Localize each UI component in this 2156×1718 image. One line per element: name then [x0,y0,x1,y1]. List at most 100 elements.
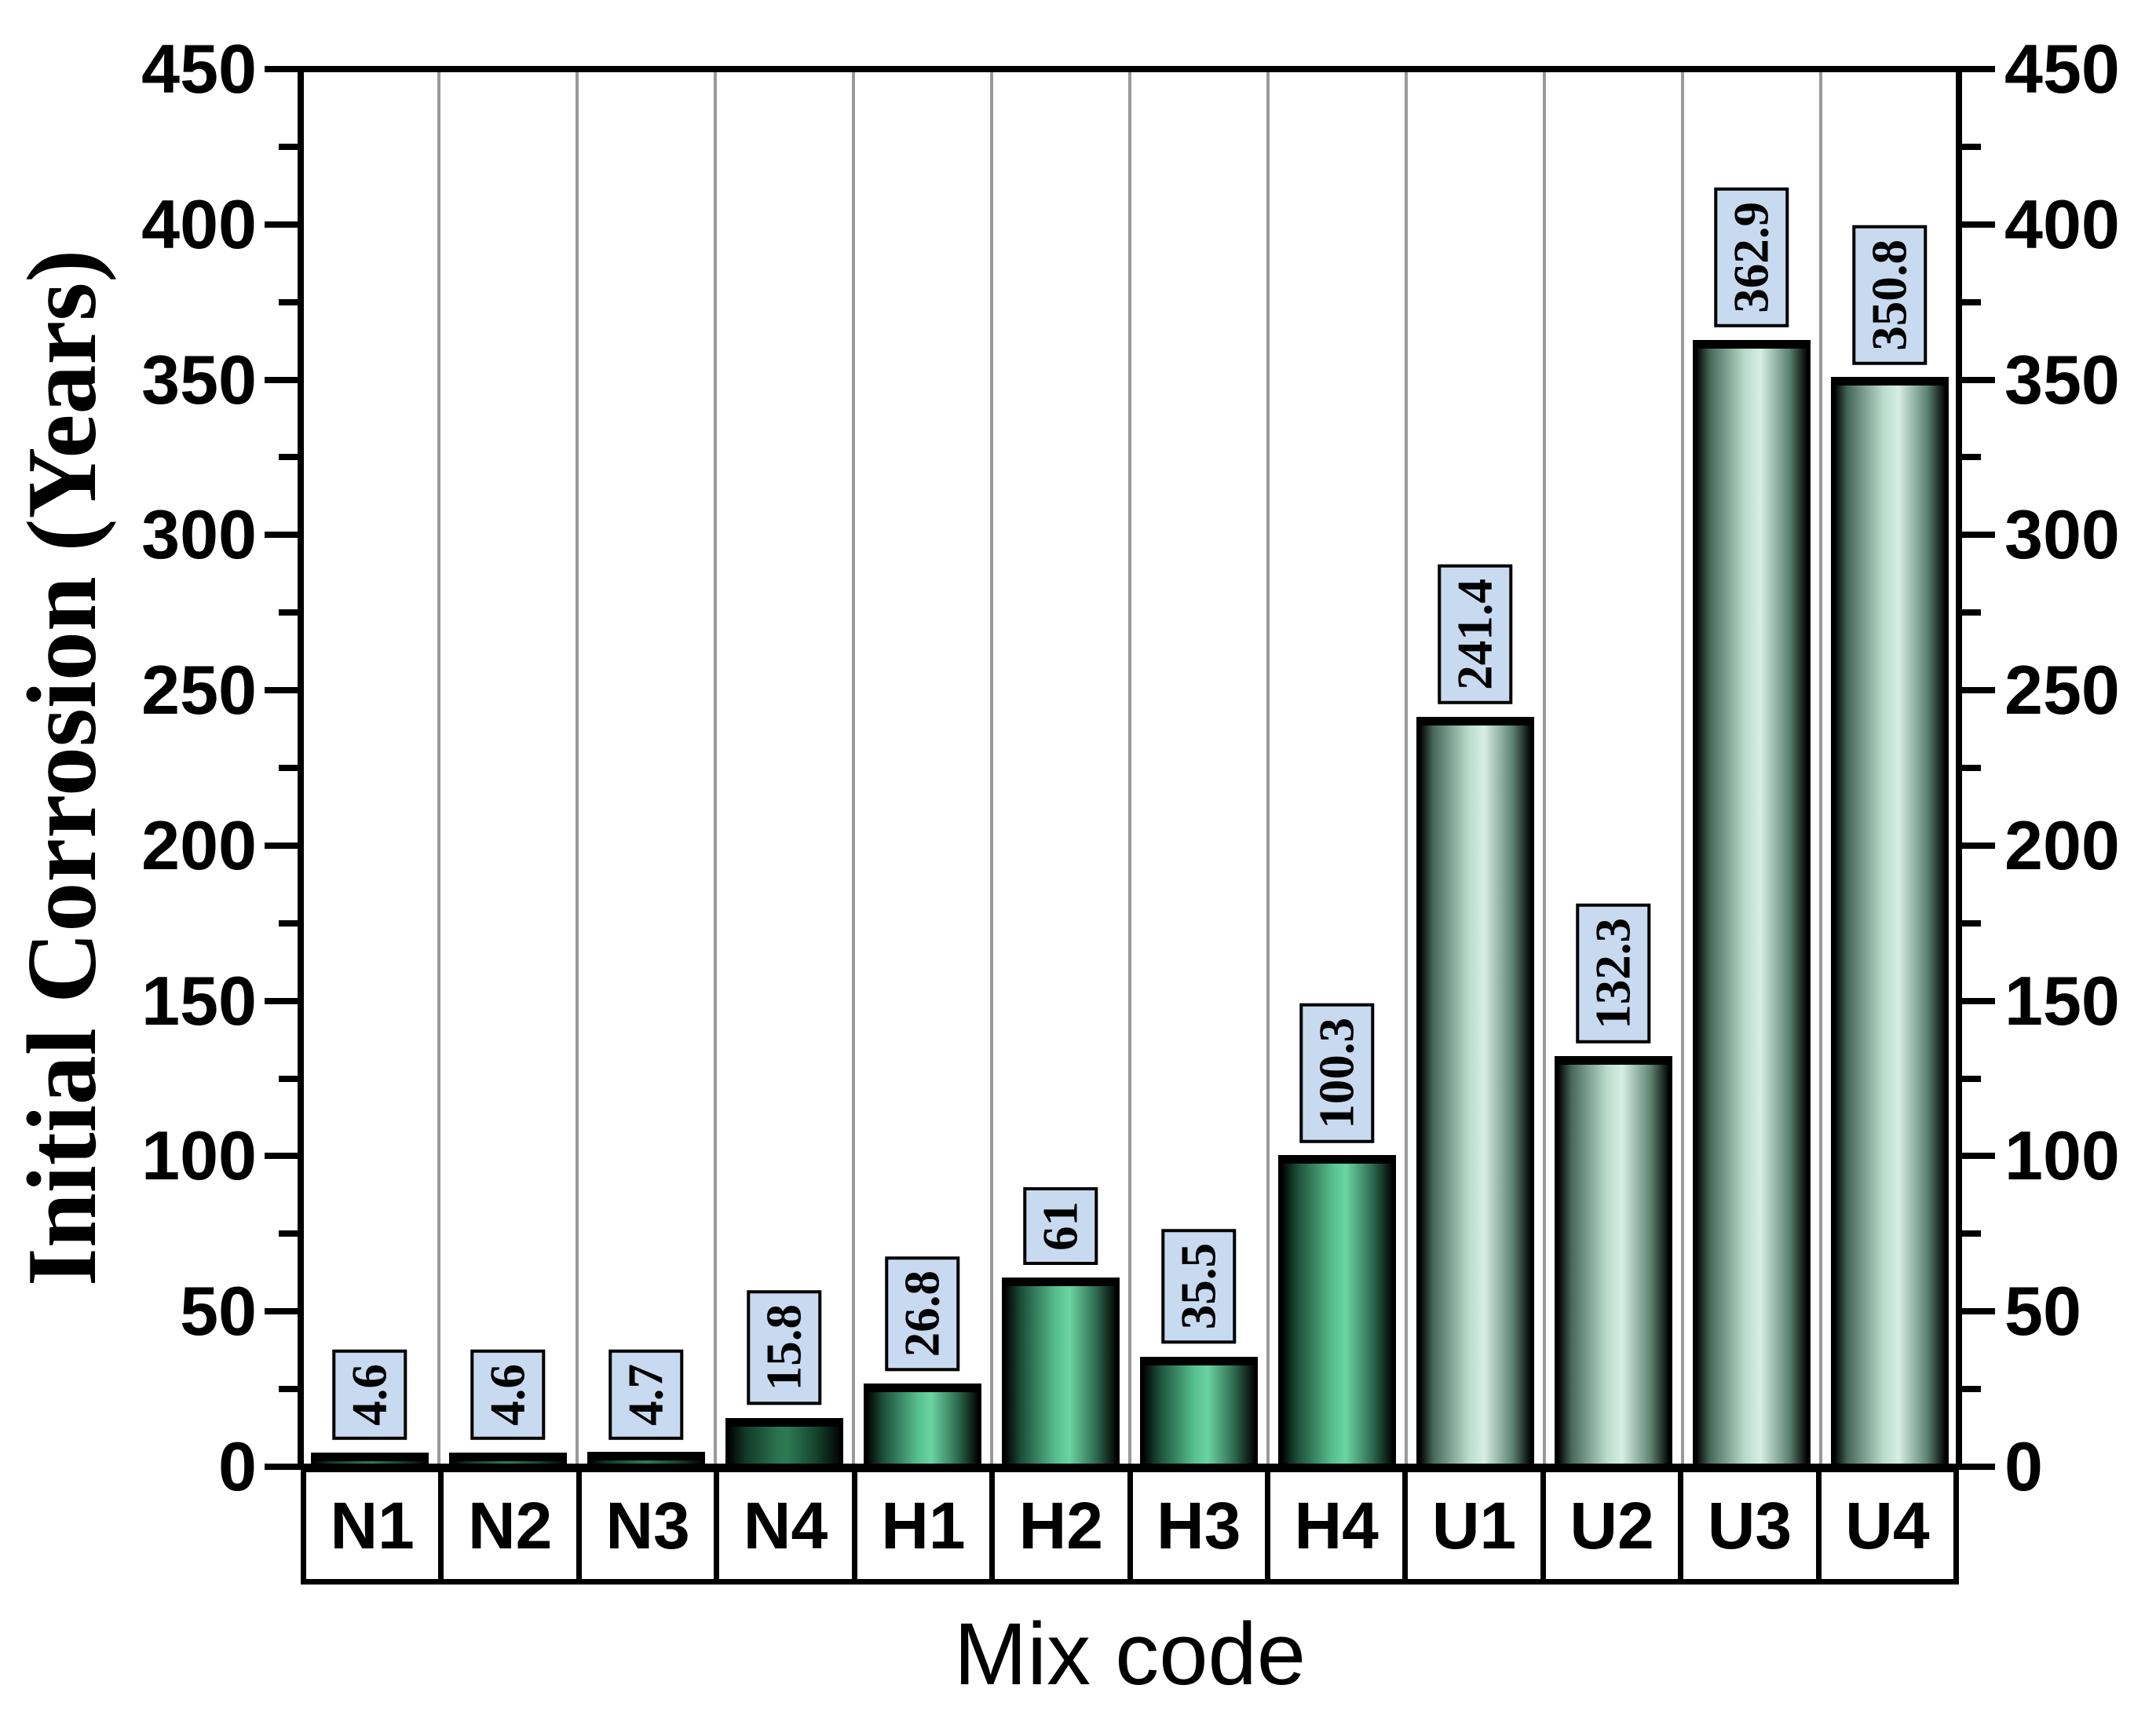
y-tick-label-right: 50 [2004,1272,2081,1351]
gridline [1819,69,1822,1467]
bar-value-label: 132.3 [1576,903,1651,1044]
y-tick-label-right: 100 [2004,1117,2120,1195]
y-tick-major-right [1962,1464,1995,1470]
y-tick-minor-left [279,1230,298,1237]
bar-value-label: 362.9 [1714,187,1789,327]
category-label: U1 [1408,1472,1546,1579]
y-tick-major-left [265,1153,298,1160]
bar-cell: 61 [992,69,1130,1467]
y-tick-minor-right [1962,1075,1981,1082]
y-tick-minor-right [1962,919,1981,927]
y-tick-major-left [265,376,298,383]
gridline [1543,69,1546,1467]
bar [1002,1277,1120,1467]
category-label: U4 [1821,1472,1954,1579]
bar [864,1384,981,1467]
y-tick-major-right [1962,221,1995,228]
y-tick-label-right: 400 [2004,185,2120,263]
y-tick-label-right: 200 [2004,806,2120,884]
y-tick-major-right [1962,66,1995,72]
y-tick-label-right: 350 [2004,340,2120,419]
y-tick-minor-right [1962,765,1981,771]
y-tick-label-left: 0 [218,1427,257,1505]
bar [1555,1055,1672,1467]
bar-value-label: 26.8 [885,1256,960,1371]
bar-cell: 35.5 [1130,69,1268,1467]
bar-cell: 4.6 [439,69,577,1467]
y-tick-major-left [265,997,298,1004]
category-label-row: N1 N2 N3 N4 H1 H2 H3 H4 U1 U2 U3 U4 [301,1467,1959,1585]
y-tick-minor-right [1962,298,1981,305]
y-tick-label-left: 200 [141,806,257,884]
category-label: N1 [306,1472,444,1579]
y-tick-major-right [1962,1308,1995,1315]
bar-value-label: 241.4 [1438,565,1513,705]
bar-value-label: 35.5 [1161,1229,1237,1344]
y-tick-label-left: 350 [141,340,257,419]
category-label: U3 [1683,1472,1822,1579]
bar-cell: 241.4 [1406,69,1544,1467]
y-tick-minor-left [279,919,298,927]
y-tick-label-right: 450 [2004,30,2120,108]
y-tick-major-right [1962,376,1995,383]
bar [449,1452,567,1467]
bar-value-label: 4.7 [608,1349,684,1440]
y-tick-minor-right [1962,1386,1981,1393]
bar-value-label: 4.6 [470,1350,546,1440]
y-tick-major-left [265,532,298,539]
y-tick-minor-left [279,143,298,150]
y-tick-label-right: 300 [2004,495,2120,574]
bar-value-label: 61 [1023,1186,1098,1265]
gridline [852,69,855,1467]
category-label: N2 [444,1472,582,1579]
bar-value-label: 15.8 [747,1290,822,1405]
y-tick-label-right: 0 [2004,1427,2043,1505]
y-tick-major-left [265,842,298,849]
bar [1416,717,1534,1467]
bar-value-label: 350.8 [1852,225,1928,365]
y-tick-minor-left [279,1386,298,1393]
category-label: U2 [1545,1472,1684,1579]
bar-value-label: 100.3 [1299,1003,1375,1143]
y-tick-minor-left [279,1075,298,1082]
bar-cell: 26.8 [853,69,992,1467]
y-tick-minor-right [1962,454,1981,461]
y-axis-title: Initial Corrosion (Years) [8,249,117,1287]
y-tick-major-right [1962,687,1995,694]
category-label: H3 [1132,1472,1270,1579]
y-tick-major-right [1962,842,1995,849]
gridline [1128,69,1131,1467]
category-label: N3 [581,1472,720,1579]
bar-cell: 362.9 [1683,69,1821,1467]
category-label: H4 [1270,1472,1409,1579]
gridline [1266,69,1270,1467]
category-label: N4 [719,1472,857,1579]
y-tick-major-right [1962,997,1995,1004]
gridline [576,69,579,1467]
bar-cell: 132.3 [1544,69,1683,1467]
y-tick-minor-right [1962,609,1981,616]
bar [311,1452,429,1467]
y-tick-major-right [1962,1153,1995,1160]
y-tick-label-right: 150 [2004,961,2120,1040]
y-tick-label-left: 150 [141,961,257,1040]
bar-cell: 15.8 [715,69,853,1467]
y-tick-major-left [265,66,298,72]
y-tick-label-left: 250 [141,651,257,729]
y-tick-minor-left [279,298,298,305]
bar [1693,339,1811,1467]
y-tick-major-left [265,1308,298,1315]
axis-left-line [298,66,304,1470]
axis-top-line [298,66,1962,72]
y-tick-minor-left [279,609,298,616]
bar [725,1417,843,1467]
y-tick-major-left [265,1464,298,1470]
y-tick-major-right [1962,532,1995,539]
gridline [437,69,440,1467]
y-tick-label-left: 400 [141,185,257,263]
bar [587,1452,705,1467]
gridline [990,69,993,1467]
plot-area: 4.6 4.6 4.7 15.8 26.8 61 35.5 100.3 241.4 132.3 36… [265,66,1995,1470]
gridline [714,69,717,1467]
y-tick-minor-left [279,454,298,461]
